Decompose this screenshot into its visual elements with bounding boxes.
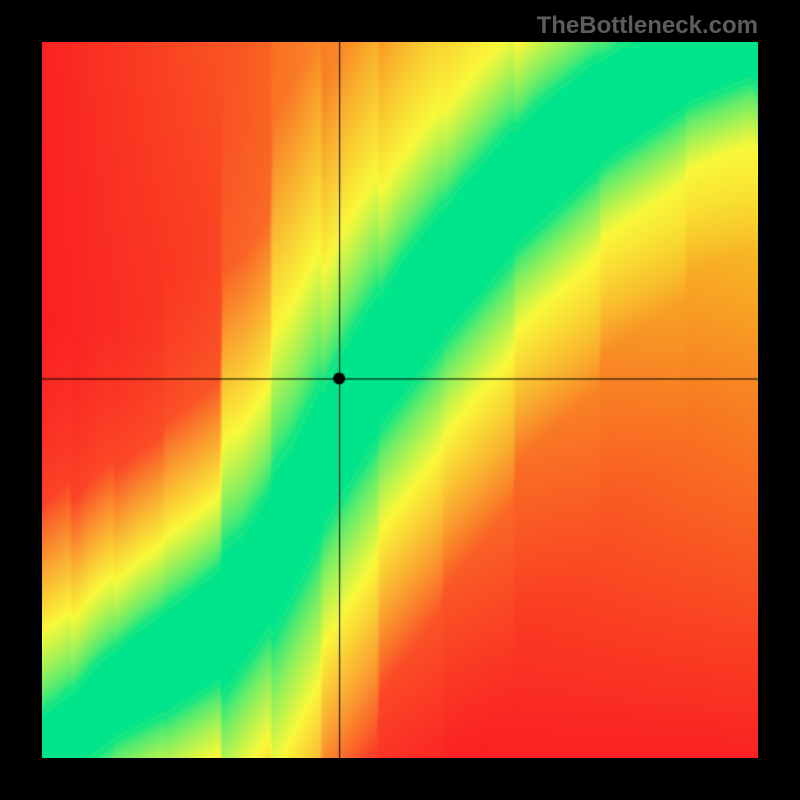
heatmap-canvas xyxy=(42,42,758,758)
watermark-text: TheBottleneck.com xyxy=(537,12,758,40)
chart-root: TheBottleneck.com xyxy=(0,0,800,800)
